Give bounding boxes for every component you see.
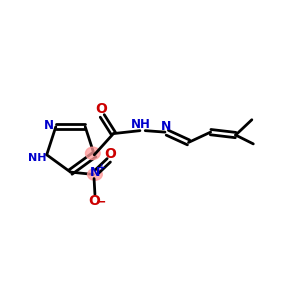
- Text: O: O: [95, 102, 107, 116]
- Ellipse shape: [85, 147, 100, 160]
- Text: NH: NH: [28, 153, 46, 163]
- Text: N: N: [44, 119, 53, 132]
- Text: −: −: [96, 196, 106, 208]
- Ellipse shape: [88, 169, 102, 180]
- Text: N: N: [90, 166, 101, 179]
- Text: NH: NH: [130, 118, 151, 131]
- Text: +: +: [98, 164, 106, 172]
- Text: O: O: [88, 194, 100, 208]
- Text: O: O: [104, 147, 116, 161]
- Text: N: N: [161, 120, 172, 133]
